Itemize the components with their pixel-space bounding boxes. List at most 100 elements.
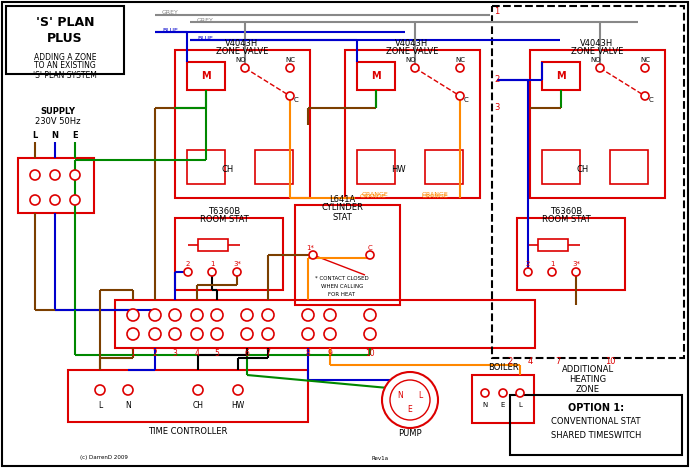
Text: PUMP: PUMP xyxy=(398,430,422,439)
Bar xyxy=(115,300,535,348)
Circle shape xyxy=(241,64,249,72)
Text: 230V 50Hz: 230V 50Hz xyxy=(35,117,81,125)
Text: ZONE VALVE: ZONE VALVE xyxy=(386,47,438,57)
Text: BOILER: BOILER xyxy=(488,364,518,373)
Text: E: E xyxy=(72,132,78,140)
Circle shape xyxy=(193,385,203,395)
Circle shape xyxy=(286,92,294,100)
Text: T6360B: T6360B xyxy=(550,207,582,217)
Bar xyxy=(510,395,682,455)
Text: HEATING: HEATING xyxy=(569,375,607,385)
Circle shape xyxy=(286,64,294,72)
Text: 5: 5 xyxy=(215,350,219,358)
Text: 1*: 1* xyxy=(306,245,314,251)
Circle shape xyxy=(208,268,216,276)
Circle shape xyxy=(302,328,314,340)
Text: L: L xyxy=(518,402,522,408)
Bar xyxy=(542,62,580,90)
Text: WHEN CALLING: WHEN CALLING xyxy=(321,284,363,288)
Text: PLUS: PLUS xyxy=(47,31,83,44)
Text: 1: 1 xyxy=(494,7,500,16)
Text: ROOM STAT: ROOM STAT xyxy=(542,215,591,225)
Text: NO: NO xyxy=(236,57,246,63)
Circle shape xyxy=(324,309,336,321)
Bar xyxy=(175,50,310,198)
Circle shape xyxy=(456,64,464,72)
Circle shape xyxy=(309,251,317,259)
Bar xyxy=(6,6,124,74)
Bar xyxy=(357,150,395,184)
Text: V4043H: V4043H xyxy=(580,39,613,49)
Text: 3: 3 xyxy=(494,103,500,112)
Circle shape xyxy=(233,268,241,276)
Text: C: C xyxy=(649,97,653,103)
Text: 3: 3 xyxy=(172,350,177,358)
Circle shape xyxy=(191,309,203,321)
Text: GREY: GREY xyxy=(162,10,179,15)
Circle shape xyxy=(169,328,181,340)
Text: BLUE: BLUE xyxy=(162,28,178,32)
Text: 'S' PLAN SYSTEM: 'S' PLAN SYSTEM xyxy=(33,71,97,80)
Bar xyxy=(538,239,568,251)
Text: V4043H: V4043H xyxy=(226,39,259,49)
Bar xyxy=(68,370,308,422)
Text: E: E xyxy=(501,402,505,408)
Text: 1: 1 xyxy=(550,261,554,267)
Circle shape xyxy=(123,385,133,395)
Text: ORANGE: ORANGE xyxy=(360,193,387,198)
Bar xyxy=(472,375,534,423)
Text: ZONE VALVE: ZONE VALVE xyxy=(571,47,623,57)
Circle shape xyxy=(382,372,438,428)
Bar xyxy=(198,239,228,251)
Text: * CONTACT CLOSED: * CONTACT CLOSED xyxy=(315,276,369,280)
Bar xyxy=(345,50,480,198)
Text: ADDING A ZONE: ADDING A ZONE xyxy=(34,52,96,61)
Text: CH: CH xyxy=(222,166,234,175)
Text: (c) DarrenD 2009: (c) DarrenD 2009 xyxy=(80,455,128,461)
Circle shape xyxy=(169,309,181,321)
Text: 2: 2 xyxy=(507,358,513,366)
Text: ORANGE: ORANGE xyxy=(422,193,448,198)
Circle shape xyxy=(364,309,376,321)
Circle shape xyxy=(481,389,489,397)
Circle shape xyxy=(70,170,80,180)
Circle shape xyxy=(50,170,60,180)
Text: 8: 8 xyxy=(306,350,310,358)
Text: ZONE: ZONE xyxy=(576,386,600,395)
Bar xyxy=(517,218,625,290)
Circle shape xyxy=(324,328,336,340)
Text: E: E xyxy=(408,405,413,415)
Text: N: N xyxy=(482,402,488,408)
Bar xyxy=(295,205,400,305)
Text: OPTION 1:: OPTION 1: xyxy=(568,403,624,413)
Text: CH: CH xyxy=(577,166,589,175)
Circle shape xyxy=(241,328,253,340)
Circle shape xyxy=(524,268,532,276)
Circle shape xyxy=(149,328,161,340)
Circle shape xyxy=(390,380,430,420)
Text: 1: 1 xyxy=(130,350,135,358)
Text: M: M xyxy=(201,71,211,81)
Bar xyxy=(492,6,684,358)
Text: M: M xyxy=(556,71,566,81)
Circle shape xyxy=(30,170,40,180)
Text: C: C xyxy=(368,245,373,251)
Text: 4: 4 xyxy=(527,358,533,366)
Text: L: L xyxy=(418,392,422,401)
Text: FOR HEAT: FOR HEAT xyxy=(328,292,355,297)
Text: 2: 2 xyxy=(152,350,157,358)
Text: N: N xyxy=(397,392,403,401)
Text: 4: 4 xyxy=(195,350,199,358)
Text: 9: 9 xyxy=(328,350,333,358)
Text: Rev1a: Rev1a xyxy=(371,455,388,461)
Circle shape xyxy=(572,268,580,276)
Circle shape xyxy=(499,389,507,397)
Text: 2: 2 xyxy=(494,75,500,85)
Circle shape xyxy=(516,389,524,397)
Bar xyxy=(187,62,225,90)
Circle shape xyxy=(364,328,376,340)
Text: C: C xyxy=(294,97,298,103)
Circle shape xyxy=(211,309,223,321)
Circle shape xyxy=(95,385,105,395)
Text: 7: 7 xyxy=(266,350,270,358)
